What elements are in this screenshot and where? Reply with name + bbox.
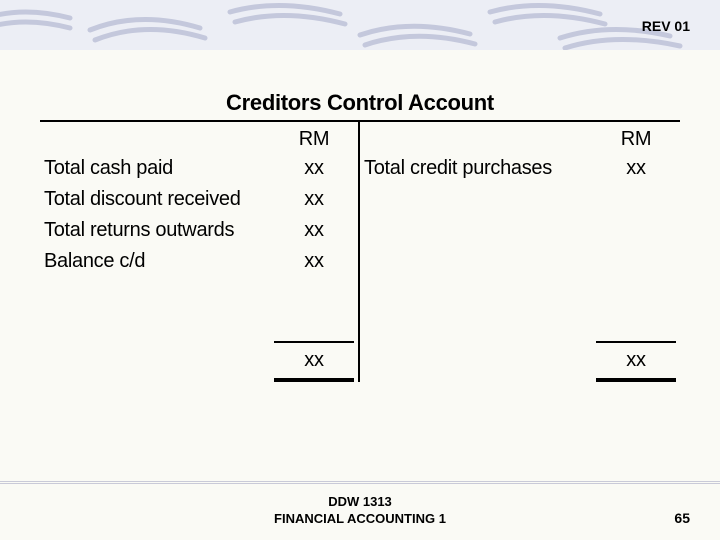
- debit-side: Total cash paid Total discount received …: [40, 122, 360, 382]
- debit-row-label: Balance c/d: [44, 246, 266, 277]
- credit-amounts: RM xx xx: [592, 122, 680, 382]
- account-title: Creditors Control Account: [40, 90, 680, 122]
- credit-row-label: Total credit purchases: [364, 153, 588, 184]
- debit-row-label: Total cash paid: [44, 153, 266, 184]
- t-account-container: Creditors Control Account Total cash pai…: [40, 90, 680, 382]
- course-code: DDW 1313: [0, 494, 720, 511]
- course-name: FINANCIAL ACCOUNTING 1: [0, 511, 720, 528]
- footer-divider: [0, 481, 720, 485]
- header-decoration: [0, 0, 720, 50]
- currency-header: RM: [274, 128, 354, 153]
- credit-side: Total credit purchases RM xx xx: [360, 122, 680, 382]
- debit-row-amount: xx: [274, 246, 354, 277]
- debit-row-label: Total discount received: [44, 184, 266, 215]
- debit-row-amount: xx: [274, 215, 354, 246]
- t-account: Total cash paid Total discount received …: [40, 122, 680, 382]
- page-number: 65: [674, 510, 690, 526]
- credit-row-amount: xx: [596, 153, 676, 184]
- debit-descriptions: Total cash paid Total discount received …: [40, 122, 270, 382]
- debit-amounts: RM xx xx xx xx xx: [270, 122, 358, 382]
- debit-row-label: Total returns outwards: [44, 215, 266, 246]
- footer-course: DDW 1313 FINANCIAL ACCOUNTING 1: [0, 494, 720, 528]
- credit-descriptions: Total credit purchases: [360, 122, 592, 382]
- debit-row-amount: xx: [274, 184, 354, 215]
- credit-total: xx: [596, 343, 676, 378]
- debit-total: xx: [274, 343, 354, 378]
- revision-label: REV 01: [642, 18, 690, 34]
- currency-header: RM: [596, 128, 676, 153]
- debit-row-amount: xx: [274, 153, 354, 184]
